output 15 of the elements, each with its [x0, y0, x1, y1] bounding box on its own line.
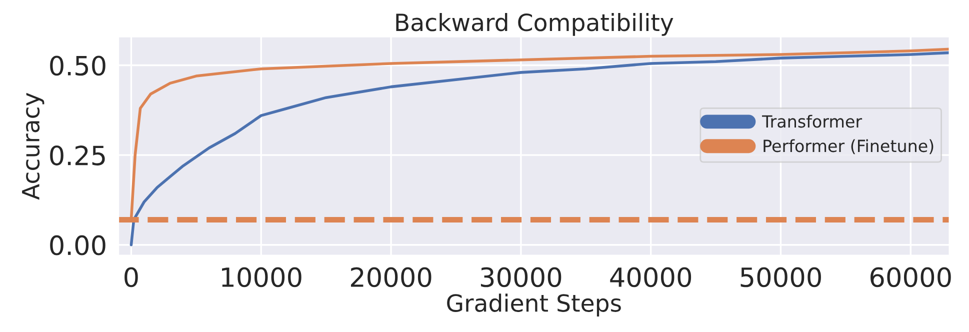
legend-label: Transformer	[762, 114, 862, 128]
y-tick-label: 0.00	[50, 235, 106, 256]
x-tick-label: 0	[124, 267, 138, 288]
x-tick-label: 30000	[480, 267, 562, 288]
x-tick-label: 40000	[610, 267, 692, 288]
chart-title: Backward Compatibility	[396, 13, 674, 36]
y-tick-label: 0.25	[50, 146, 105, 166]
x-tick-label: 10000	[222, 267, 302, 288]
x-tick-label: 60000	[870, 267, 951, 288]
x-tick-label: 20000	[350, 267, 432, 288]
y-tick-label: 0.50	[50, 56, 106, 76]
y-axis-title: Accuracy	[22, 92, 44, 200]
x-tick-label: 50000	[740, 267, 821, 288]
legend-label: Performer (Finetune)	[764, 139, 934, 154]
x-axis-title: Gradient Steps	[447, 294, 621, 317]
